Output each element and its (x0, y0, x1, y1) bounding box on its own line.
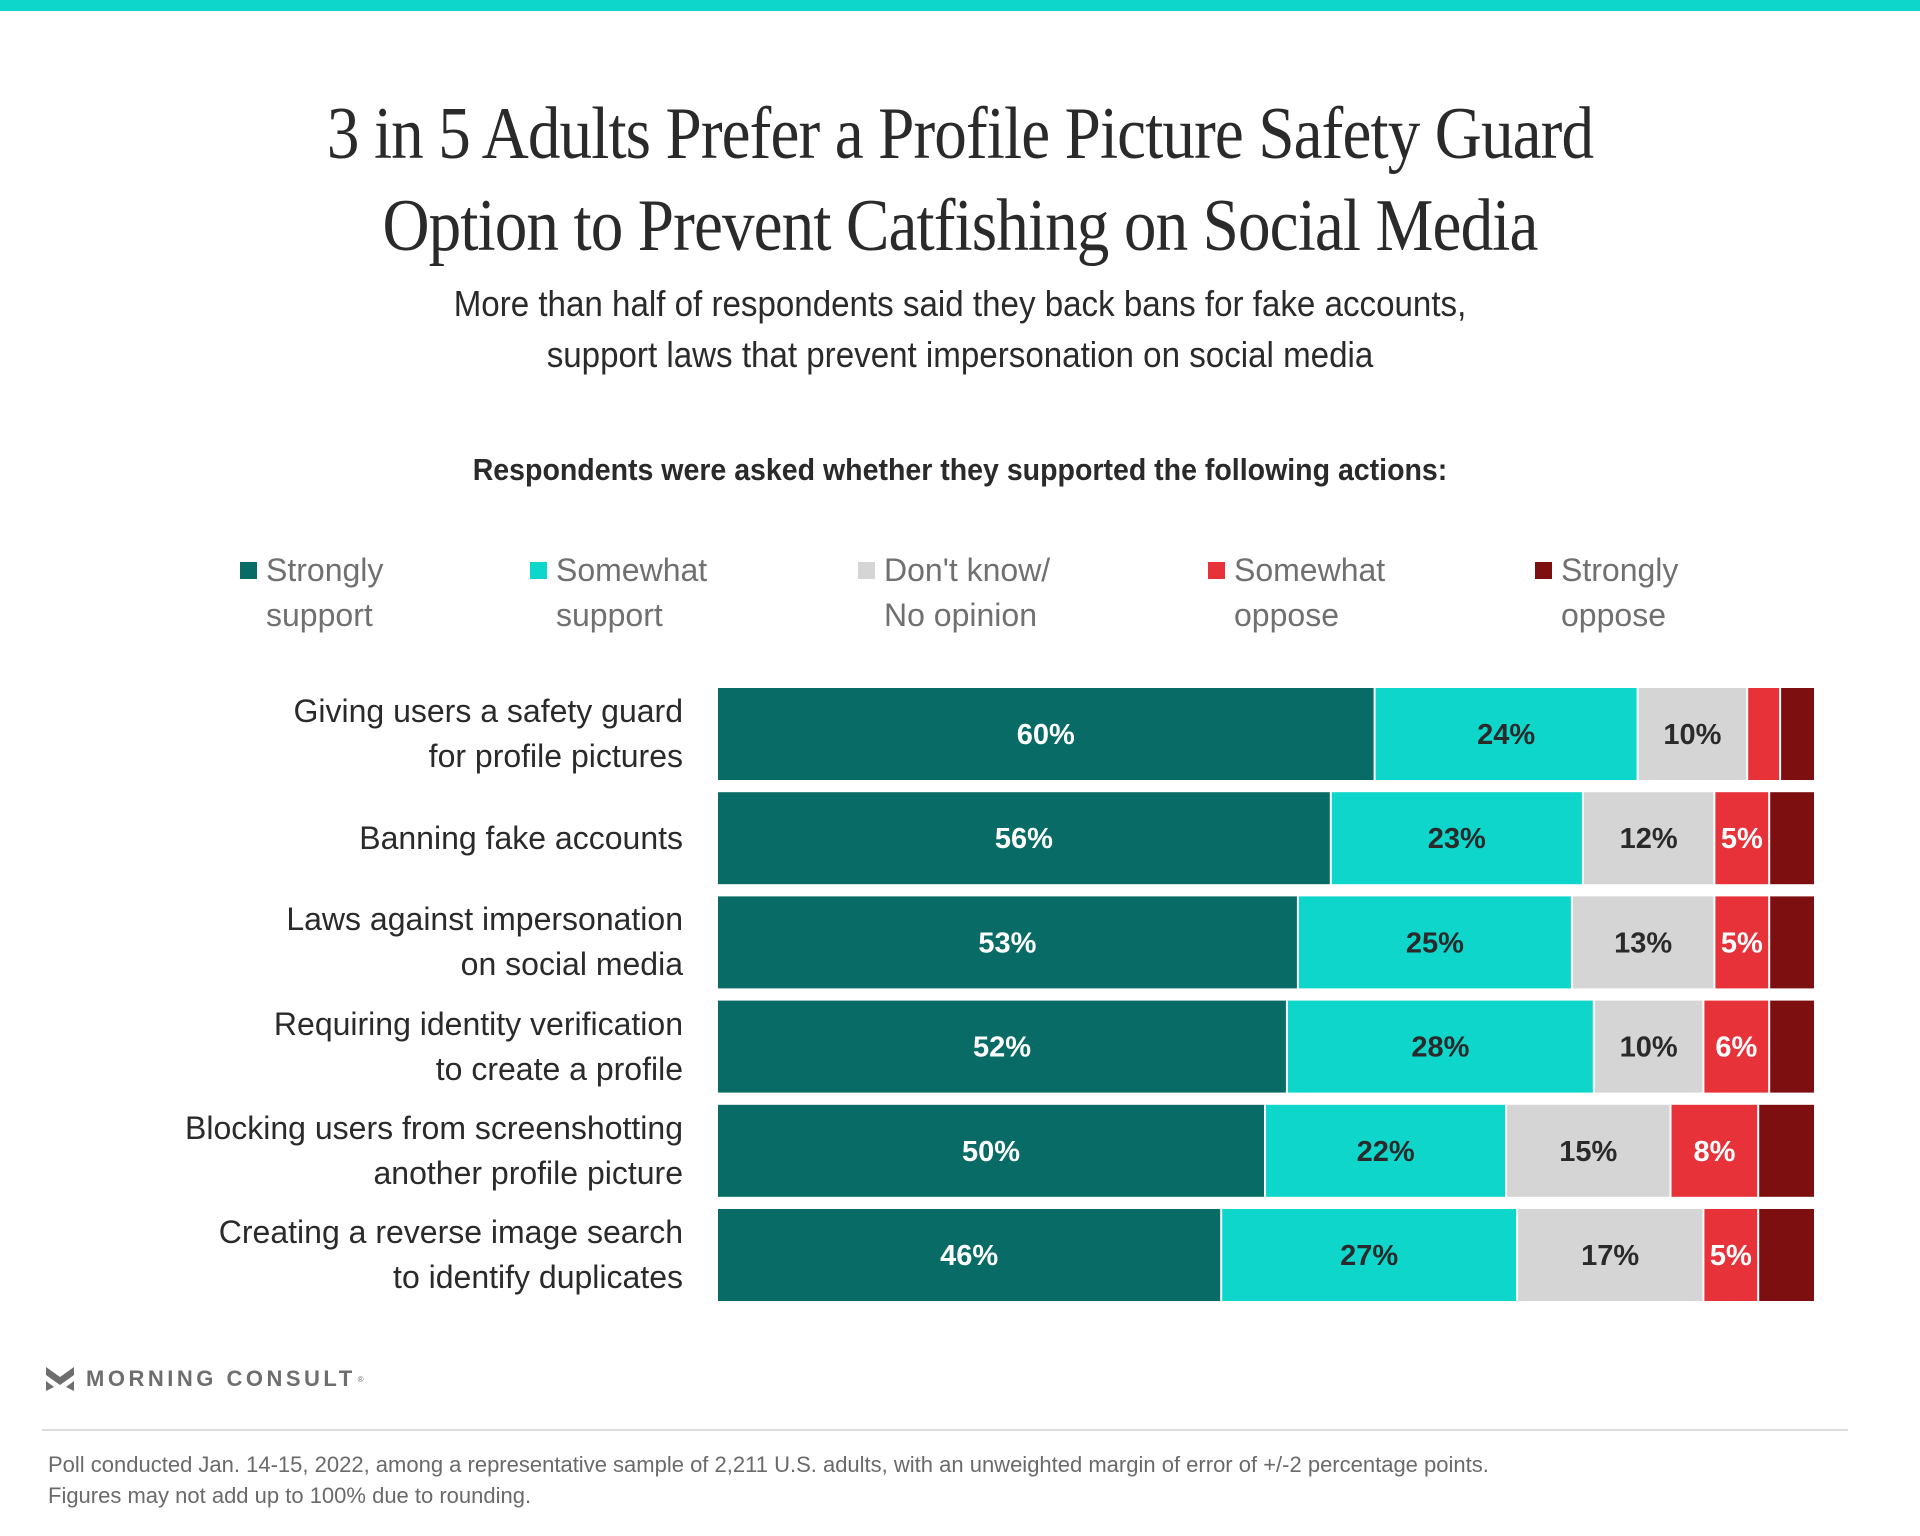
footnote: Poll conducted Jan. 14-15, 2022, among a… (48, 1452, 1489, 1508)
legend-label: Somewhat oppose (1234, 552, 1386, 633)
bar-segment (1583, 792, 1714, 885)
bar-segment (718, 688, 1374, 780)
category-label: Creating a reverse image search to ident… (218, 1214, 683, 1295)
category-label: Banning fake accounts (359, 819, 683, 856)
bar-segment (1770, 792, 1814, 885)
top-accent-bar (0, 0, 1920, 11)
morning-consult-m-icon (46, 1367, 74, 1391)
bar-segment (718, 792, 1330, 885)
data-label: 60% (1017, 719, 1075, 751)
bar-row: 53% 25% 13% 5% (718, 896, 1814, 989)
legend-label: Strongly oppose (1561, 552, 1679, 633)
legend-swatch (240, 562, 257, 579)
data-label: 10% (1620, 1032, 1678, 1064)
data-label: 53% (978, 927, 1036, 959)
bar-row: 50% 22% 15% 8% (718, 1104, 1814, 1197)
bar-segment (1770, 896, 1814, 989)
data-label: 6% (1715, 1032, 1757, 1064)
data-label: 5% (1721, 927, 1763, 959)
bar-segment (718, 1209, 1221, 1301)
bar-segment (1715, 896, 1769, 989)
chart-title: 3 in 5 Adults Prefer a Profile Picture S… (115, 88, 1805, 272)
bar-segment (1638, 688, 1747, 780)
bar-segment (1770, 1000, 1814, 1093)
legend-swatch (858, 562, 875, 579)
bar-row: 52% 28% 10% 6% (718, 1000, 1814, 1093)
category-label: Blocking users from screenshotting anoth… (185, 1109, 683, 1191)
bar-segment (1671, 1104, 1758, 1197)
bar-segment (1759, 1104, 1814, 1197)
question-heading: Respondents were asked whether they supp… (472, 452, 1448, 487)
chart-subtitle: More than half of respondents said they … (77, 278, 1843, 380)
legend-label: Somewhat support (556, 552, 708, 633)
data-label: 27% (1340, 1240, 1398, 1272)
data-label: 25% (1406, 927, 1464, 959)
registered-mark: ® (357, 1374, 364, 1384)
data-label: 50% (962, 1136, 1020, 1168)
chart-title-line-1: 3 in 5 Adults Prefer a Profile Picture S… (326, 93, 1594, 175)
legend-item-1: Somewhat support (530, 548, 707, 638)
chart-subtitle-line-2: support laws that prevent impersonation … (546, 334, 1374, 375)
bar-segment (1572, 896, 1714, 989)
data-label: 5% (1710, 1240, 1752, 1272)
data-label: 17% (1581, 1240, 1639, 1272)
bar-row: 46% 27% 17% 5% (718, 1209, 1814, 1301)
category-label: Requiring identity verification to creat… (273, 1005, 683, 1087)
data-label: 10% (1663, 719, 1721, 751)
data-label: 23% (1428, 823, 1486, 855)
bar-segment (1298, 896, 1571, 989)
legend-item-0: Strongly support (240, 548, 383, 638)
bar-segment (1759, 1209, 1814, 1301)
bar-segment (1507, 1104, 1670, 1197)
legend-label: Strongly support (266, 552, 384, 633)
bar-row: 60% 24% 10% (718, 688, 1814, 780)
data-label: 28% (1411, 1032, 1469, 1064)
bar-segment (1781, 688, 1814, 780)
bar-segment (1518, 1209, 1703, 1301)
bar-segment (1222, 1209, 1517, 1301)
bar-segment (1748, 688, 1780, 780)
data-label: 15% (1559, 1136, 1617, 1168)
bar-row: 56% 23% 12% 5% (718, 792, 1814, 885)
bar-segment (718, 896, 1297, 989)
data-label: 13% (1614, 927, 1672, 959)
bar-segment (1594, 1000, 1703, 1093)
bar-segment (1331, 792, 1582, 885)
chart-subtitle-line-1: More than half of respondents said they … (453, 283, 1467, 324)
bar-segment (718, 1000, 1286, 1093)
logo-text: MORNING CONSULT (86, 1366, 356, 1391)
morning-consult-logo: MORNING CONSULT ® (46, 1366, 364, 1392)
data-label: 46% (940, 1240, 998, 1272)
legend-label: Don't know/ No opinion (884, 552, 1051, 633)
data-label: 52% (973, 1032, 1031, 1064)
legend-swatch (530, 562, 547, 579)
bar-segment (1375, 688, 1637, 780)
bar-segment (718, 1104, 1264, 1197)
legend-swatch (1535, 562, 1552, 579)
category-label: Giving users a safety guard for profile … (293, 693, 683, 774)
chart-title-line-2: Option to Prevent Catfishing on Social M… (382, 185, 1539, 267)
footer-divider (42, 1429, 1848, 1431)
data-label: 5% (1721, 823, 1763, 855)
data-label: 8% (1693, 1136, 1735, 1168)
bar-segment (1704, 1000, 1769, 1093)
bar-segment (1287, 1000, 1593, 1093)
data-label: 12% (1620, 823, 1678, 855)
legend-swatch (1208, 562, 1225, 579)
category-label: Laws against impersonation on social med… (286, 901, 683, 983)
legend-item-4: Strongly oppose (1535, 548, 1678, 638)
legend-item-2: Don't know/ No opinion (858, 548, 1050, 638)
legend-item-3: Somewhat oppose (1208, 548, 1385, 638)
bar-segment (1704, 1209, 1758, 1301)
bar-segment (1715, 792, 1769, 885)
data-label: 56% (995, 823, 1053, 855)
data-label: 24% (1477, 719, 1535, 751)
bar-segment (1266, 1104, 1506, 1197)
data-label: 22% (1357, 1136, 1415, 1168)
